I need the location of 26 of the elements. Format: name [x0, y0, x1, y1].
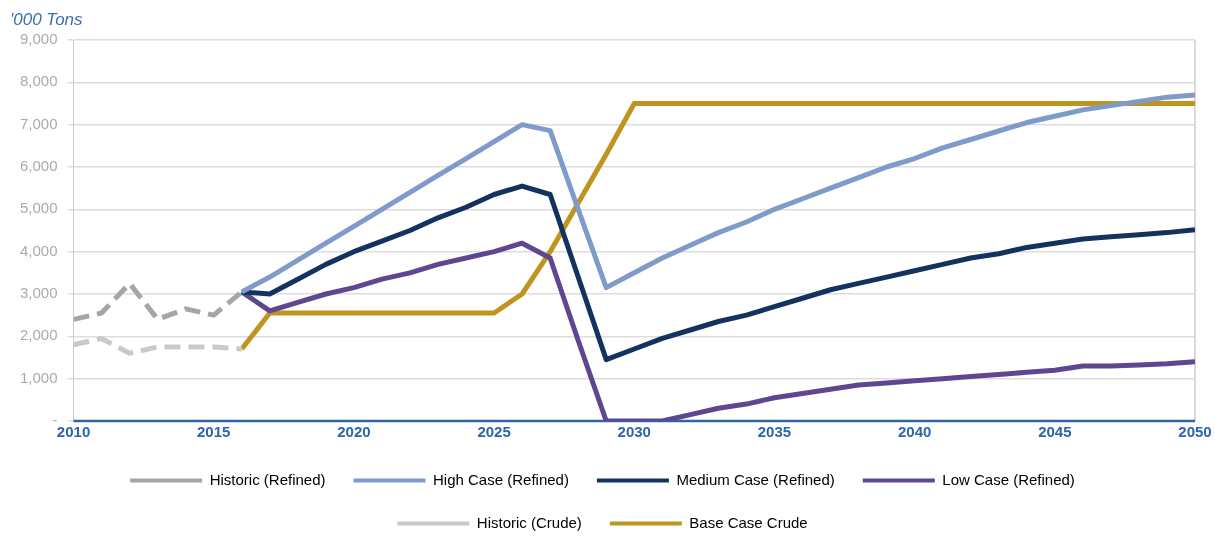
y-tick-label: 2,000	[19, 326, 58, 344]
x-tick-label: 2025	[477, 423, 511, 441]
y-tick-label: 3,000	[19, 284, 58, 302]
legend-label: Medium Case (Refined)	[676, 470, 835, 488]
legend-label: Historic (Refined)	[209, 470, 326, 488]
x-tick-label: 2045	[1038, 423, 1072, 441]
y-axis-title: '000 Tons	[10, 10, 84, 30]
y-tick-label: 5,000	[19, 199, 58, 217]
x-tick-label: 2050	[1178, 423, 1212, 441]
y-tick-label: 9,000	[19, 30, 58, 48]
x-tick-label: 2030	[617, 423, 651, 441]
x-tick-label: 2040	[897, 423, 932, 441]
y-tick-label: 1,000	[19, 368, 58, 386]
y-tick-label: 7,000	[19, 114, 58, 132]
legend-label: Historic (Crude)	[476, 513, 582, 531]
y-tick-label: 8,000	[19, 72, 58, 90]
x-tick-label: 2015	[197, 423, 231, 441]
legend-label: Low Case (Refined)	[942, 470, 1075, 488]
legend-label: High Case (Refined)	[433, 470, 569, 488]
y-tick-label: 6,000	[19, 157, 58, 175]
y-tick-label: -	[52, 411, 58, 429]
legend-label: Base Case Crude	[689, 513, 808, 531]
x-tick-label: 2020	[337, 423, 371, 441]
y-tick-label: 4,000	[19, 241, 58, 259]
x-tick-label: 2035	[757, 423, 792, 441]
x-tick-label: 2010	[56, 423, 91, 441]
